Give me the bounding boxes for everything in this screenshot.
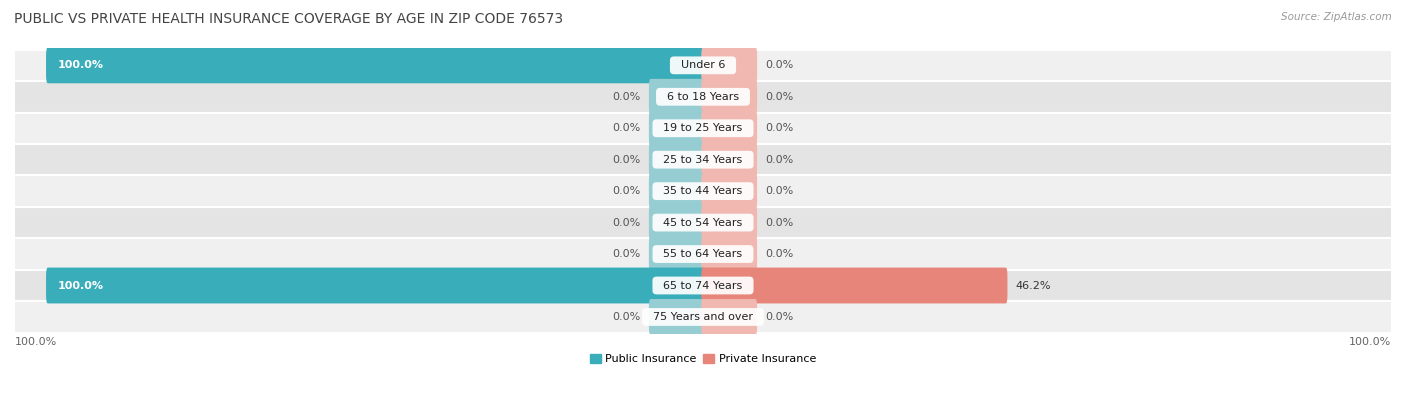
FancyBboxPatch shape	[650, 205, 704, 240]
FancyBboxPatch shape	[15, 176, 1406, 207]
FancyBboxPatch shape	[650, 110, 704, 146]
Text: Under 6: Under 6	[673, 60, 733, 70]
Text: Source: ZipAtlas.com: Source: ZipAtlas.com	[1281, 12, 1392, 22]
FancyBboxPatch shape	[15, 301, 1406, 333]
Text: 45 to 54 Years: 45 to 54 Years	[657, 218, 749, 228]
Text: 55 to 64 Years: 55 to 64 Years	[657, 249, 749, 259]
Text: PUBLIC VS PRIVATE HEALTH INSURANCE COVERAGE BY AGE IN ZIP CODE 76573: PUBLIC VS PRIVATE HEALTH INSURANCE COVER…	[14, 12, 564, 26]
FancyBboxPatch shape	[702, 299, 756, 335]
Text: 0.0%: 0.0%	[765, 312, 793, 322]
Text: 0.0%: 0.0%	[765, 218, 793, 228]
FancyBboxPatch shape	[702, 142, 756, 178]
FancyBboxPatch shape	[702, 47, 756, 83]
Text: 0.0%: 0.0%	[613, 186, 641, 196]
FancyBboxPatch shape	[702, 173, 756, 209]
Text: 0.0%: 0.0%	[613, 249, 641, 259]
Legend: Public Insurance, Private Insurance: Public Insurance, Private Insurance	[585, 350, 821, 369]
FancyBboxPatch shape	[15, 207, 1406, 238]
FancyBboxPatch shape	[15, 238, 1406, 270]
FancyBboxPatch shape	[702, 205, 756, 240]
Text: 75 Years and over: 75 Years and over	[645, 312, 761, 322]
FancyBboxPatch shape	[46, 47, 704, 83]
FancyBboxPatch shape	[46, 268, 704, 304]
Text: 0.0%: 0.0%	[765, 123, 793, 133]
Text: 100.0%: 100.0%	[58, 60, 104, 70]
FancyBboxPatch shape	[702, 110, 756, 146]
FancyBboxPatch shape	[650, 79, 704, 115]
FancyBboxPatch shape	[15, 144, 1406, 176]
Text: 100.0%: 100.0%	[1348, 337, 1391, 347]
Text: 0.0%: 0.0%	[613, 218, 641, 228]
FancyBboxPatch shape	[650, 173, 704, 209]
Text: 100.0%: 100.0%	[15, 337, 58, 347]
Text: 6 to 18 Years: 6 to 18 Years	[659, 92, 747, 102]
FancyBboxPatch shape	[702, 236, 756, 272]
FancyBboxPatch shape	[702, 268, 1008, 304]
FancyBboxPatch shape	[15, 270, 1406, 301]
FancyBboxPatch shape	[15, 81, 1406, 112]
Text: 0.0%: 0.0%	[613, 123, 641, 133]
FancyBboxPatch shape	[650, 299, 704, 335]
Text: 0.0%: 0.0%	[765, 186, 793, 196]
Text: 0.0%: 0.0%	[613, 312, 641, 322]
FancyBboxPatch shape	[15, 112, 1406, 144]
Text: 0.0%: 0.0%	[613, 155, 641, 165]
FancyBboxPatch shape	[15, 50, 1406, 81]
Text: 46.2%: 46.2%	[1015, 280, 1052, 290]
Text: 0.0%: 0.0%	[765, 249, 793, 259]
Text: 0.0%: 0.0%	[613, 92, 641, 102]
Text: 0.0%: 0.0%	[765, 92, 793, 102]
FancyBboxPatch shape	[650, 236, 704, 272]
FancyBboxPatch shape	[702, 79, 756, 115]
Text: 0.0%: 0.0%	[765, 60, 793, 70]
Text: 100.0%: 100.0%	[58, 280, 104, 290]
FancyBboxPatch shape	[650, 142, 704, 178]
Text: 19 to 25 Years: 19 to 25 Years	[657, 123, 749, 133]
Text: 25 to 34 Years: 25 to 34 Years	[657, 155, 749, 165]
Text: 35 to 44 Years: 35 to 44 Years	[657, 186, 749, 196]
Text: 0.0%: 0.0%	[765, 155, 793, 165]
Text: 65 to 74 Years: 65 to 74 Years	[657, 280, 749, 290]
